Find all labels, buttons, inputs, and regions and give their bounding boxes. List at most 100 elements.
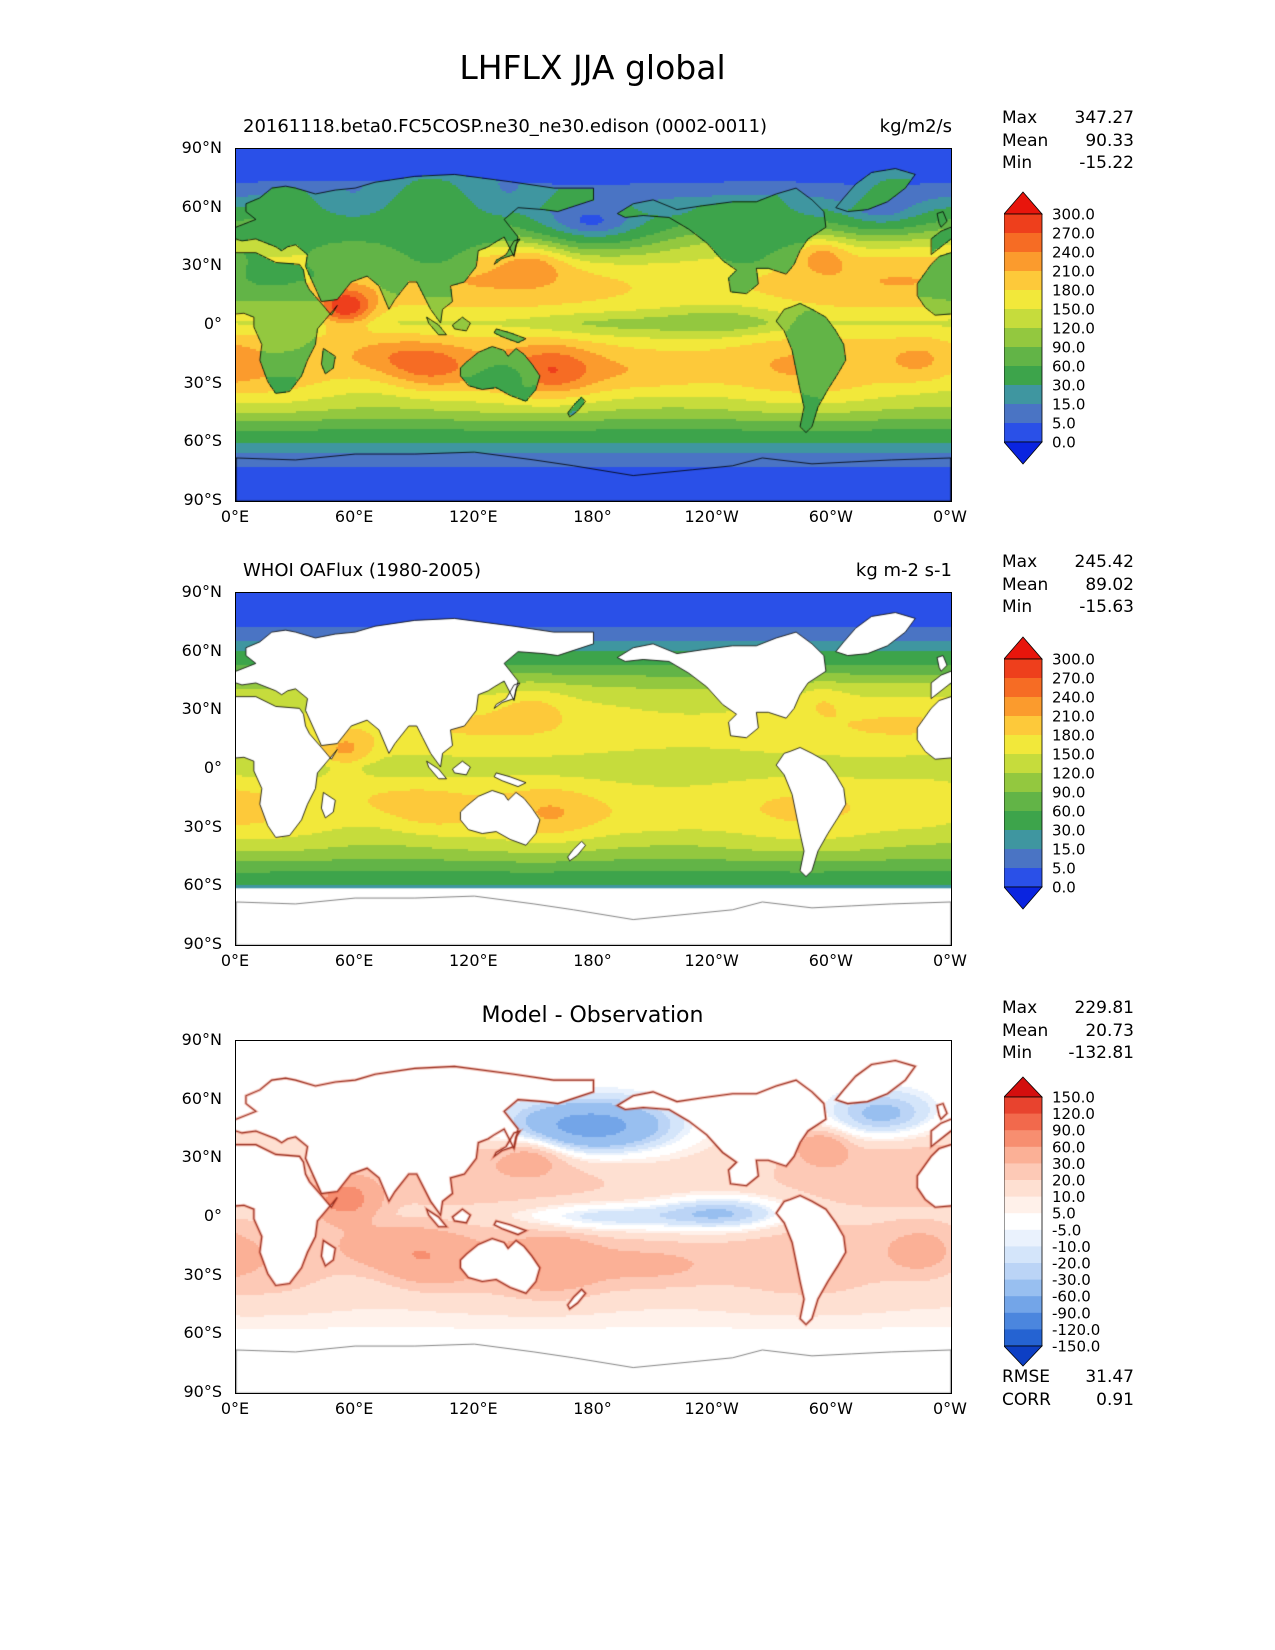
stat-label: Max <box>1002 998 1038 1018</box>
model-run-label: 20161118.beta0.FC5COSP.ne30_ne30.edison … <box>243 116 768 137</box>
stat-value: 20.73 <box>1085 1020 1134 1041</box>
stat-value: 245.42 <box>1074 552 1134 572</box>
x-tick-label: 0°E <box>220 507 250 526</box>
model-stats: Max 347.27 Mean 90.33 Min -15.22 <box>1002 107 1134 175</box>
stat-value: 89.02 <box>1085 574 1134 595</box>
x-tick-label: 60°E <box>334 507 374 526</box>
stat-label: Min <box>1002 1043 1033 1063</box>
stat-label: Max <box>1002 108 1038 128</box>
model-colorbar: 300.0 270.0 240.0 210.0 180.0 150.0 120.0 90.0 6… <box>1003 191 1129 471</box>
model-colorbar-svg: 300.0270.0240.0210.0180.0150.0120.090.06… <box>1003 191 1095 465</box>
stat-value: -15.63 <box>1079 597 1134 617</box>
colorbar-tick-label: -150.0 <box>1052 1338 1100 1356</box>
colorbar-tick-label: 0.0 <box>1052 434 1076 452</box>
x-tick-label: 0°W <box>933 951 967 970</box>
obs-y-axis: 90°N 60°N 30°N 0° 30°S 60°S 90°S <box>158 582 228 953</box>
figure-title: LHFLX JJA global <box>459 48 726 87</box>
stat-value: 90.33 <box>1085 130 1134 151</box>
colorbar-tick-label: 0.0 <box>1052 879 1076 897</box>
x-tick-label: 60°W <box>808 1399 853 1418</box>
stat-value: -15.22 <box>1079 153 1134 173</box>
diff-colorbar: 150.0 120.0 90.0 60.0 30.0 20.0 10.0 5.0 -5.0 -10… <box>1003 1076 1129 1373</box>
diff-stats: Max 229.81 Mean 20.73 Min -132.81 <box>1002 997 1134 1065</box>
colorbar-tick-label: -120.0 <box>1052 1321 1100 1339</box>
obs-panel-header: WHOI OAFlux (1980-2005) kg m-2 s-1 <box>235 560 952 581</box>
colorbar-tick-label: 60.0 <box>1052 803 1085 821</box>
colorbar-tick-label: 10.0 <box>1052 1188 1085 1206</box>
stat-value: 229.81 <box>1074 998 1134 1018</box>
x-tick-label: 120°E <box>449 1399 498 1418</box>
diff-panel-title: Model - Observation <box>481 1003 704 1028</box>
y-tick-label: 0° <box>203 1206 222 1225</box>
model-map-canvas <box>236 149 951 501</box>
colorbar-tick-label: 150.0 <box>1052 1089 1095 1107</box>
colorbar-tick-label: 180.0 <box>1052 282 1095 300</box>
y-tick-label: 90°N <box>181 582 222 601</box>
diff-map-frame <box>235 1040 952 1394</box>
stat-max: Max 229.81 <box>1002 997 1134 1020</box>
y-tick-label: 30°S <box>183 1264 222 1284</box>
diff-extra-stats: RMSE 31.47 CORR 0.91 <box>1002 1366 1134 1411</box>
difference-colorbar-svg: 150.0120.090.060.030.020.010.05.0-5.0-10… <box>1003 1076 1100 1367</box>
colorbar-tick-label: 20.0 <box>1052 1172 1085 1190</box>
x-tick-label: 60°E <box>334 951 374 970</box>
stat-value: 0.91 <box>1096 1389 1134 1410</box>
stat-corr: CORR 0.91 <box>1002 1389 1134 1412</box>
stat-label: Mean <box>1002 130 1049 151</box>
stat-mean: Mean 89.02 <box>1002 574 1134 597</box>
y-tick-label: 90°S <box>183 490 222 509</box>
model-map-frame <box>235 148 952 502</box>
colorbar-tick-label: 15.0 <box>1052 841 1085 859</box>
colorbar-tick-label: 180.0 <box>1052 727 1095 745</box>
colorbar-tick-label: 150.0 <box>1052 746 1095 764</box>
colorbar-tick-label: 15.0 <box>1052 396 1085 414</box>
colorbar-tick-label: -90.0 <box>1052 1304 1091 1322</box>
y-tick-label: 30°S <box>183 816 222 836</box>
stat-min: Min -15.22 <box>1002 152 1134 175</box>
obs-map-canvas <box>236 593 951 945</box>
obs-x-axis: 0°E 60°E 120°E 180° 120°W 60°W 0°W <box>221 951 967 973</box>
colorbar-tick-label: 270.0 <box>1052 225 1095 243</box>
y-tick-label: 30°N <box>181 255 222 275</box>
colorbar-tick-label: 240.0 <box>1052 244 1095 262</box>
x-tick-label: 180° <box>573 1399 612 1418</box>
colorbar-tick-label: 120.0 <box>1052 1105 1095 1123</box>
x-tick-label: 120°W <box>684 507 739 526</box>
stat-min: Min -15.63 <box>1002 596 1134 619</box>
y-tick-label: 90°N <box>181 138 222 157</box>
stat-label: Min <box>1002 597 1033 617</box>
x-tick-label: 60°W <box>808 507 853 526</box>
y-tick-label: 30°N <box>181 1147 222 1167</box>
colorbar-tick-label: -30.0 <box>1052 1271 1091 1289</box>
diff-map-canvas <box>236 1041 951 1393</box>
x-tick-label: 120°E <box>449 951 498 970</box>
stat-label: Mean <box>1002 1020 1049 1041</box>
model-panel-header: 20161118.beta0.FC5COSP.ne30_ne30.edison … <box>235 116 952 137</box>
x-tick-label: 0°E <box>220 951 250 970</box>
stat-min: Min -132.81 <box>1002 1042 1134 1065</box>
stat-label: RMSE <box>1002 1367 1051 1387</box>
stat-max: Max 347.27 <box>1002 107 1134 130</box>
y-tick-label: 60°N <box>181 1088 222 1108</box>
model-y-axis: 90°N 60°N 30°N 0° 30°S 60°S 90°S <box>158 138 228 509</box>
colorbar-tick-label: 270.0 <box>1052 670 1095 688</box>
diff-x-axis: 0°E 60°E 120°E 180° 120°W 60°W 0°W <box>221 1399 967 1421</box>
colorbar-tick-label: 5.0 <box>1052 415 1076 433</box>
x-tick-label: 180° <box>573 507 612 526</box>
diff-y-axis: 90°N 60°N 30°N 0° 30°S 60°S 90°S <box>158 1030 228 1401</box>
x-tick-label: 180° <box>573 951 612 970</box>
y-tick-label: 90°S <box>183 1382 222 1401</box>
stat-label: Max <box>1002 552 1038 572</box>
colorbar-tick-label: 240.0 <box>1052 689 1095 707</box>
y-tick-label: 60°S <box>183 1323 222 1343</box>
observation-colorbar-svg: 300.0270.0240.0210.0180.0150.0120.090.06… <box>1003 636 1095 910</box>
y-tick-label: 60°S <box>183 431 222 451</box>
stat-label: Min <box>1002 153 1033 173</box>
y-tick-label: 60°S <box>183 875 222 895</box>
model-x-axis: 0°E 60°E 120°E 180° 120°W 60°W 0°W <box>221 507 967 529</box>
x-tick-label: 120°W <box>684 951 739 970</box>
stat-value: 347.27 <box>1074 108 1134 128</box>
colorbar-tick-label: 30.0 <box>1052 1155 1085 1173</box>
x-tick-label: 0°E <box>220 1399 250 1418</box>
